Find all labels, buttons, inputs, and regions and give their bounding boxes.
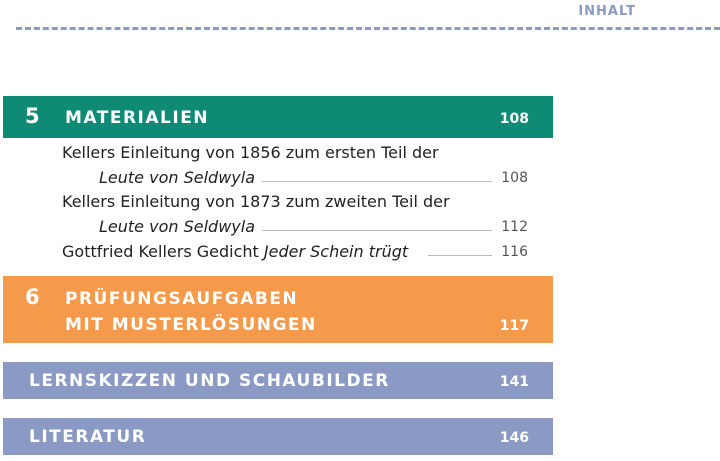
- entry-page-number: 112: [501, 219, 528, 235]
- dotted-leader: [428, 255, 492, 256]
- toc-section-6[interactable]: 6 PRÜFUNGSAUFGABEN MIT MUSTERLÖSUNGEN 11…: [3, 276, 553, 343]
- section-page-number: 117: [499, 318, 529, 334]
- dotted-leader: [262, 181, 492, 182]
- entry-page-number: 108: [501, 170, 528, 186]
- toc-entry-line[interactable]: Leute von Seldwyla: [99, 168, 255, 187]
- dashed-divider: [16, 27, 720, 30]
- entry-text: Gottfried Kellers Gedicht: [62, 242, 264, 261]
- toc-entry-line[interactable]: Gottfried Kellers Gedicht Jeder Schein t…: [62, 242, 408, 261]
- entry-page-number: 116: [501, 244, 528, 260]
- entry-italic-title: Leute von Seldwyla: [99, 168, 255, 187]
- section-page-number: 141: [499, 374, 529, 390]
- section-number: 6: [25, 285, 42, 309]
- toc-entry-line[interactable]: Kellers Einleitung von 1873 zum zweiten …: [62, 192, 450, 211]
- toc-entry-line[interactable]: Leute von Seldwyla: [99, 217, 255, 236]
- section-page-number: 108: [499, 111, 529, 127]
- toc-entry-line[interactable]: Kellers Einleitung von 1856 zum ersten T…: [62, 143, 439, 162]
- section-title: MATERIALIEN: [65, 108, 210, 128]
- section-title: LERNSKIZZEN UND SCHAUBILDER: [29, 371, 390, 391]
- entry-italic-title: Leute von Seldwyla: [99, 217, 255, 236]
- dotted-leader: [262, 230, 492, 231]
- section-title-line1: PRÜFUNGSAUFGABEN: [65, 289, 299, 309]
- section-title-line2: MIT MUSTERLÖSUNGEN: [65, 315, 317, 335]
- toc-section-lernskizzen[interactable]: LERNSKIZZEN UND SCHAUBILDER 141: [3, 362, 553, 399]
- section-number: 5: [25, 104, 42, 128]
- entry-italic-title: Jeder Schein trügt: [263, 242, 409, 261]
- toc-section-5[interactable]: 5 MATERIALIEN 108: [3, 96, 553, 138]
- section-title: LITERATUR: [29, 427, 147, 447]
- section-page-number: 146: [499, 430, 529, 446]
- toc-section-literatur[interactable]: LITERATUR 146: [3, 418, 553, 455]
- section-header-label: INHALT: [578, 4, 636, 19]
